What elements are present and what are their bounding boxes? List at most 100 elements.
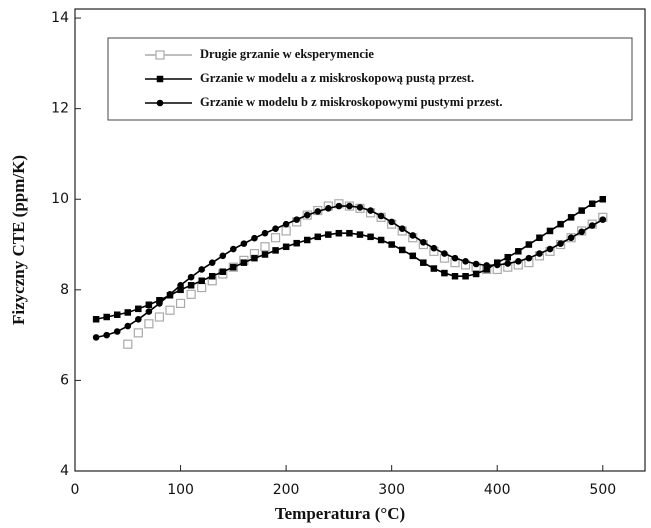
x-tick-label: 300 xyxy=(378,482,405,498)
data-point xyxy=(144,319,154,329)
data-point xyxy=(525,254,533,262)
data-point xyxy=(230,263,237,271)
data-point xyxy=(123,339,133,349)
x-tick-label: 500 xyxy=(589,482,616,498)
data-point xyxy=(578,207,585,214)
data-point xyxy=(281,226,291,236)
data-point xyxy=(261,251,269,258)
data-point xyxy=(388,241,395,248)
data-point xyxy=(536,250,543,257)
data-point xyxy=(208,259,216,266)
data-point xyxy=(567,214,575,221)
data-point xyxy=(451,254,459,262)
data-point xyxy=(483,262,490,269)
data-point xyxy=(367,207,374,214)
data-point xyxy=(113,311,121,318)
data-point xyxy=(335,202,343,210)
data-point xyxy=(430,244,438,252)
data-point xyxy=(398,246,406,254)
data-point xyxy=(346,202,353,210)
data-point xyxy=(103,313,110,321)
data-point xyxy=(156,300,163,307)
legend-box xyxy=(107,37,633,121)
data-point xyxy=(219,252,227,260)
data-point xyxy=(293,239,300,247)
data-point xyxy=(588,200,596,208)
data-point xyxy=(219,268,227,275)
data-point xyxy=(367,233,374,241)
y-tick-label: 4 xyxy=(60,463,69,479)
data-point xyxy=(260,242,270,252)
data-point xyxy=(270,233,281,243)
data-point xyxy=(303,211,311,219)
data-point xyxy=(282,243,290,251)
data-point xyxy=(462,257,469,265)
data-point xyxy=(578,228,585,236)
series-line xyxy=(95,205,604,339)
data-point xyxy=(251,234,258,242)
y-axis-title: Fizyczny CTE (ppm/K) xyxy=(9,155,28,325)
data-point xyxy=(145,301,153,309)
data-point xyxy=(356,204,364,211)
data-point xyxy=(599,195,607,203)
data-point xyxy=(251,254,258,262)
data-point xyxy=(177,281,184,289)
data-point xyxy=(356,231,364,238)
data-point xyxy=(335,229,343,237)
x-tick-label: 400 xyxy=(484,482,511,498)
legend-label: Grzanie w modelu a z miskroskopową pustą… xyxy=(200,71,474,85)
data-point xyxy=(398,225,406,232)
y-tick-label: 6 xyxy=(60,372,69,388)
data-point xyxy=(113,328,121,335)
plot-frame xyxy=(74,8,646,472)
data-point xyxy=(124,322,132,330)
data-point xyxy=(430,265,438,272)
data-point xyxy=(546,227,554,235)
data-point xyxy=(198,266,205,273)
data-point xyxy=(599,216,607,223)
data-point xyxy=(441,250,448,257)
x-tick-label: 200 xyxy=(273,482,300,498)
data-point xyxy=(240,240,248,247)
data-point xyxy=(92,316,100,323)
y-tick-label: 8 xyxy=(60,282,69,298)
data-point xyxy=(261,229,269,237)
data-point xyxy=(197,282,207,293)
data-point xyxy=(145,308,153,315)
data-point xyxy=(515,257,522,265)
legend-marker xyxy=(156,75,164,83)
data-point xyxy=(187,273,195,281)
data-point xyxy=(567,234,575,242)
x-axis-title: Temperatura (°C) xyxy=(275,504,405,523)
data-point xyxy=(230,245,237,253)
data-point xyxy=(325,231,332,238)
data-point xyxy=(451,272,459,280)
data-point xyxy=(133,328,143,338)
data-point xyxy=(303,236,311,244)
data-point xyxy=(525,241,533,248)
data-point xyxy=(103,331,110,339)
data-point xyxy=(472,260,480,268)
data-point xyxy=(588,222,596,229)
data-point xyxy=(314,208,322,215)
data-point xyxy=(388,218,395,226)
data-point xyxy=(504,253,512,261)
data-point xyxy=(377,212,385,220)
data-point xyxy=(325,204,332,212)
data-point xyxy=(165,305,175,315)
data-point xyxy=(135,305,142,313)
data-point xyxy=(272,247,279,254)
data-point xyxy=(536,234,543,241)
data-point xyxy=(293,216,300,223)
legend-marker xyxy=(155,50,165,60)
x-tick-label: 0 xyxy=(71,482,80,498)
legend-label: Grzanie w modelu b z miskroskopowymi pus… xyxy=(200,95,503,109)
data-point xyxy=(504,260,512,267)
data-point xyxy=(557,240,564,247)
data-point xyxy=(462,272,469,280)
y-tick-label: 12 xyxy=(51,101,69,117)
data-point xyxy=(377,236,385,244)
data-point xyxy=(515,248,522,255)
data-point xyxy=(409,252,417,260)
